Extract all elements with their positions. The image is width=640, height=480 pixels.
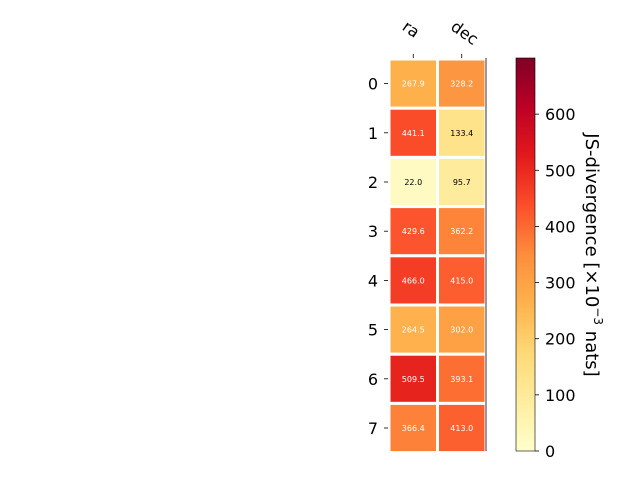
row-tick-label: 2	[368, 173, 378, 192]
cell-value-label: 429.6	[402, 227, 425, 236]
colorbar-title: JS-divergence [×10−3 nats]	[581, 132, 606, 376]
colorbar-tick-label: 300	[545, 274, 576, 293]
colorbar-title-unit: nats]	[581, 325, 602, 377]
column-tick-label: dec	[447, 17, 481, 49]
row-tick-label: 6	[368, 370, 378, 389]
cell-value-label: 133.4	[450, 129, 473, 138]
heatmap-cells: 267.9 328.2 441.1 133.4 22.0 95.7 429.6 362.2 46…	[387, 57, 488, 455]
cell-value-label: 302.0	[450, 326, 473, 335]
heatmap-cell	[436, 254, 488, 307]
cell-value-label: 441.1	[402, 129, 425, 138]
cell-value-label: 509.5	[402, 375, 425, 384]
cell-value-label: 95.7	[453, 178, 471, 187]
colorbar-tick-label: 200	[545, 330, 576, 349]
column-tick-label: ra	[399, 17, 423, 42]
colorbar-title-main: JS-divergence [×10	[581, 132, 602, 307]
row-tick-label: 5	[368, 321, 378, 340]
cell-value-label: 22.0	[404, 178, 422, 187]
cell-value-label: 264.5	[402, 326, 425, 335]
colorbar-ticks: 0 100 200 300 400 500 600	[535, 105, 576, 461]
row-tick-label: 4	[368, 271, 378, 290]
row-tick-label: 0	[368, 75, 378, 94]
colorbar-tick-label: 100	[545, 386, 576, 405]
cell-value-label: 328.2	[450, 80, 473, 89]
row-tick-label: 7	[368, 419, 378, 438]
colorbar-tick-label: 400	[545, 217, 576, 236]
colorbar-title-exponent: −3	[592, 307, 606, 325]
row-tick-labels: 0 1 2 3 4 5 6 7	[368, 75, 388, 438]
cell-value-label: 466.0	[402, 276, 425, 285]
cell-value-label: 393.1	[450, 375, 473, 384]
colorbar-tick-label: 500	[545, 161, 576, 180]
cell-value-label: 366.4	[402, 424, 425, 433]
cell-value-label: 267.9	[402, 80, 425, 89]
colorbar	[515, 57, 536, 452]
cell-value-label: 362.2	[450, 227, 473, 236]
column-tick-labels: ra dec	[399, 17, 482, 58]
cell-value-label: 413.0	[450, 424, 473, 433]
heatmap-cell	[436, 205, 488, 258]
cell-value-label: 415.0	[450, 276, 473, 285]
row-tick-label: 1	[368, 124, 378, 143]
colorbar-tick-label: 0	[545, 442, 555, 461]
colorbar-tick-label: 600	[545, 105, 576, 124]
row-tick-label: 3	[368, 222, 378, 241]
heatmap-cell	[436, 401, 488, 455]
